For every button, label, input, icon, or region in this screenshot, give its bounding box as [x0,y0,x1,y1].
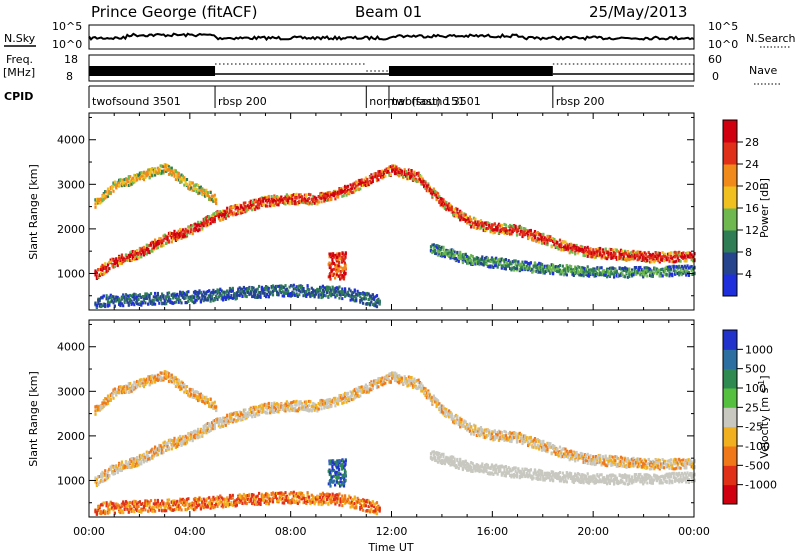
velocity-colorbar-swatch [723,407,737,428]
power-colorbar-tick-label: 16 [745,202,759,215]
velocity-colorbar-swatch [723,484,737,505]
beam-title: Beam 01 [355,3,422,21]
power-colorbar-swatch [723,164,737,187]
freq-right-tick-top: 60 [708,53,722,66]
y-tick-label: 1000 [57,474,85,487]
power-colorbar-swatch [723,186,737,209]
velocity-y-label: Slant Range [km] [27,371,40,467]
freq-label-2: [MHz] [3,66,35,79]
noise-left-label: N.Sky [4,32,36,45]
frequency-panel: Freq. [MHz] 18 8 60 0 Nave [3,53,780,85]
x-tick-label: 20:00 [577,525,609,538]
velocity-colorbar-tick-label: 100 [745,382,766,395]
power-y-ticks: 1000 2000 3000 4000 [57,116,694,297]
frequency-trace [89,63,694,76]
noise-right-tick-top: 10^5 [708,20,738,33]
power-data [94,163,696,309]
y-tick-label: 4000 [57,341,85,354]
noise-left-tick-bottom: 10^0 [52,38,82,51]
velocity-panel: 1000 2000 3000 4000 Slant Range [km] [27,319,696,518]
noise-panel: N.Sky 10^5 10^0 10^5 10^0 N.Search [4,20,796,51]
noise-right-label: N.Search [746,32,796,45]
velocity-colorbar-swatch [723,388,737,408]
velocity-colorbar-tick-label: 1000 [745,343,773,356]
velocity-y-ticks: 1000 2000 3000 4000 [57,323,694,504]
freq-right-tick-bottom: 0 [712,70,719,83]
power-colorbar-label: Power [dB] [758,178,771,238]
power-colorbar-tick-label: 12 [745,224,759,237]
cpid-segment-label: normal (fast) 151 [369,95,465,108]
noise-trace [88,32,695,42]
power-colorbar-tick-label: 8 [745,246,752,259]
cpid-segment-label: twofsound 3501 [92,95,181,108]
velocity-colorbar-tick-label: -500 [745,459,770,472]
noise-right-tick-bottom: 10^0 [708,38,738,51]
y-tick-label: 3000 [57,178,85,191]
power-colorbar-swatch [723,274,737,297]
freq-left-tick-top: 18 [64,53,78,66]
x-axis: 00:00 04:00 08:00 12:00 16:00 20:00 00:00 [73,113,710,538]
cpid-segment-label: twofsound 3501 [392,95,481,108]
velocity-colorbar-tick-label: -25 [745,421,763,434]
velocity-colorbar-swatch [723,368,737,389]
x-tick-label: 04:00 [174,525,206,538]
station-title: Prince George (fitACF) [91,3,257,21]
power-colorbar-tick-label: 24 [745,158,759,171]
x-tick-label: 12:00 [376,525,408,538]
velocity-colorbar-swatch [723,446,737,466]
power-colorbar-swatch [723,208,737,231]
x-tick-label: 16:00 [476,525,508,538]
cpid-segment-label: rbsp 200 [556,95,605,108]
velocity-colorbar-swatch [723,426,737,447]
power-colorbar-tick-label: 28 [745,136,759,149]
power-colorbar: 4 8 12 16 20 24 28 Power [dB] [722,119,771,297]
freq-label-1: Freq. [6,53,33,66]
power-colorbar-swatch [723,252,737,275]
power-colorbar-tick-label: 20 [745,180,759,193]
power-y-label: Slant Range [km] [27,164,40,260]
power-colorbar-swatch [723,120,737,143]
x-tick-label: 00:00 [678,525,710,538]
y-tick-label: 3000 [57,385,85,398]
power-panel: 1000 2000 3000 4000 Slant Range [km] [27,112,696,311]
velocity-colorbar-tick-label: 25 [745,401,759,414]
velocity-colorbar-label: Velocity [m s-1] [757,375,772,458]
y-tick-label: 2000 [57,223,85,236]
velocity-colorbar-tick-label: -100 [745,440,770,453]
velocity-colorbar-tick-label: -1000 [745,479,777,492]
y-tick-label: 2000 [57,430,85,443]
power-colorbar-tick-label: 4 [745,268,752,281]
x-axis-label: Time UT [367,541,413,554]
freq-left-tick-bottom: 8 [66,70,73,83]
nave-label: Nave [749,64,777,77]
x-tick-label: 00:00 [73,525,105,538]
y-tick-label: 4000 [57,134,85,147]
cpid-segment-label: rbsp 200 [218,95,267,108]
power-colorbar-swatch [723,230,737,253]
y-tick-label: 1000 [57,267,85,280]
date-title: 25/May/2013 [589,3,687,21]
velocity-colorbar-swatch [723,330,737,350]
velocity-colorbar-tick-label: 500 [745,363,766,376]
velocity-colorbar-swatch [723,349,737,370]
x-tick-label: 08:00 [275,525,307,538]
velocity-colorbar: -1000 -500 -100 -25 25 100 500 1000 Velocity [m… [722,329,777,505]
noise-left-tick-top: 10^5 [52,20,82,33]
cpid-label: CPID [4,90,33,103]
velocity-colorbar-swatch [723,465,737,486]
power-colorbar-swatch [723,142,737,165]
